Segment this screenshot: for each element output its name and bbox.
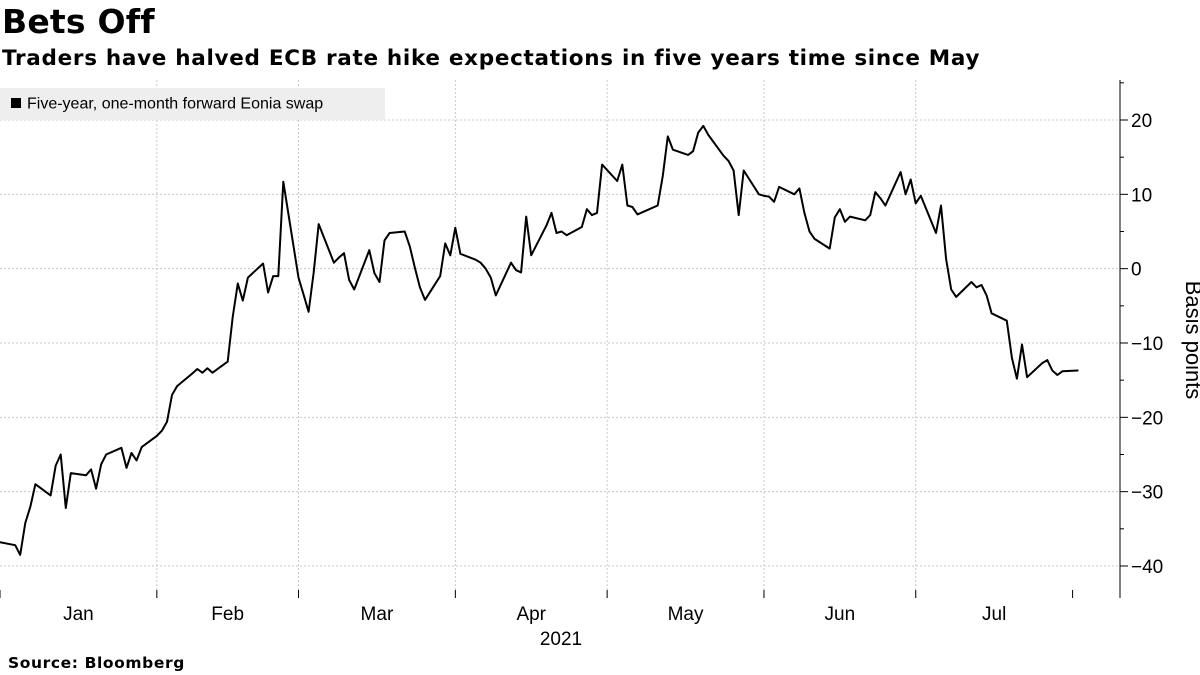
source-note: Source: Bloomberg xyxy=(8,654,185,672)
series-group xyxy=(0,124,1079,556)
y-tick-label: 0 xyxy=(1131,260,1142,281)
x-tick-label: Jan xyxy=(63,604,94,625)
x-tick-label: Apr xyxy=(516,604,546,625)
y-tick-label: 10 xyxy=(1131,185,1152,206)
y-tick-label: 20 xyxy=(1131,111,1152,132)
y-tick-label: −10 xyxy=(1131,334,1163,355)
chart-subtitle: Traders have halved ECB rate hike expect… xyxy=(2,46,981,71)
y-axis-title: Basis points xyxy=(1181,281,1200,400)
legend-label: Five-year, one-month forward Eonia swap xyxy=(27,96,323,113)
axes: 20 10 0 −10 −20 −30 −40 Jan Feb Mar Apr May Jun Jul xyxy=(0,80,1163,625)
legend: Five-year, one-month forward Eonia swap xyxy=(0,88,385,120)
legend-background xyxy=(0,88,385,120)
legend-swatch xyxy=(11,98,21,108)
x-axis-year-label: 2021 xyxy=(540,629,582,650)
grid-lines xyxy=(0,80,1120,598)
x-tick-label: Jul xyxy=(982,604,1006,625)
series-line xyxy=(0,124,1079,556)
y-tick-label: −30 xyxy=(1131,483,1163,504)
y-tick-label: −20 xyxy=(1131,408,1163,429)
x-tick-label: May xyxy=(668,604,704,625)
x-tick-label: Feb xyxy=(211,604,244,625)
x-tick-label: Jun xyxy=(825,604,856,625)
y-tick-label: −40 xyxy=(1131,557,1163,578)
chart-title: Bets Off xyxy=(2,2,155,41)
x-tick-label: Mar xyxy=(361,604,394,625)
